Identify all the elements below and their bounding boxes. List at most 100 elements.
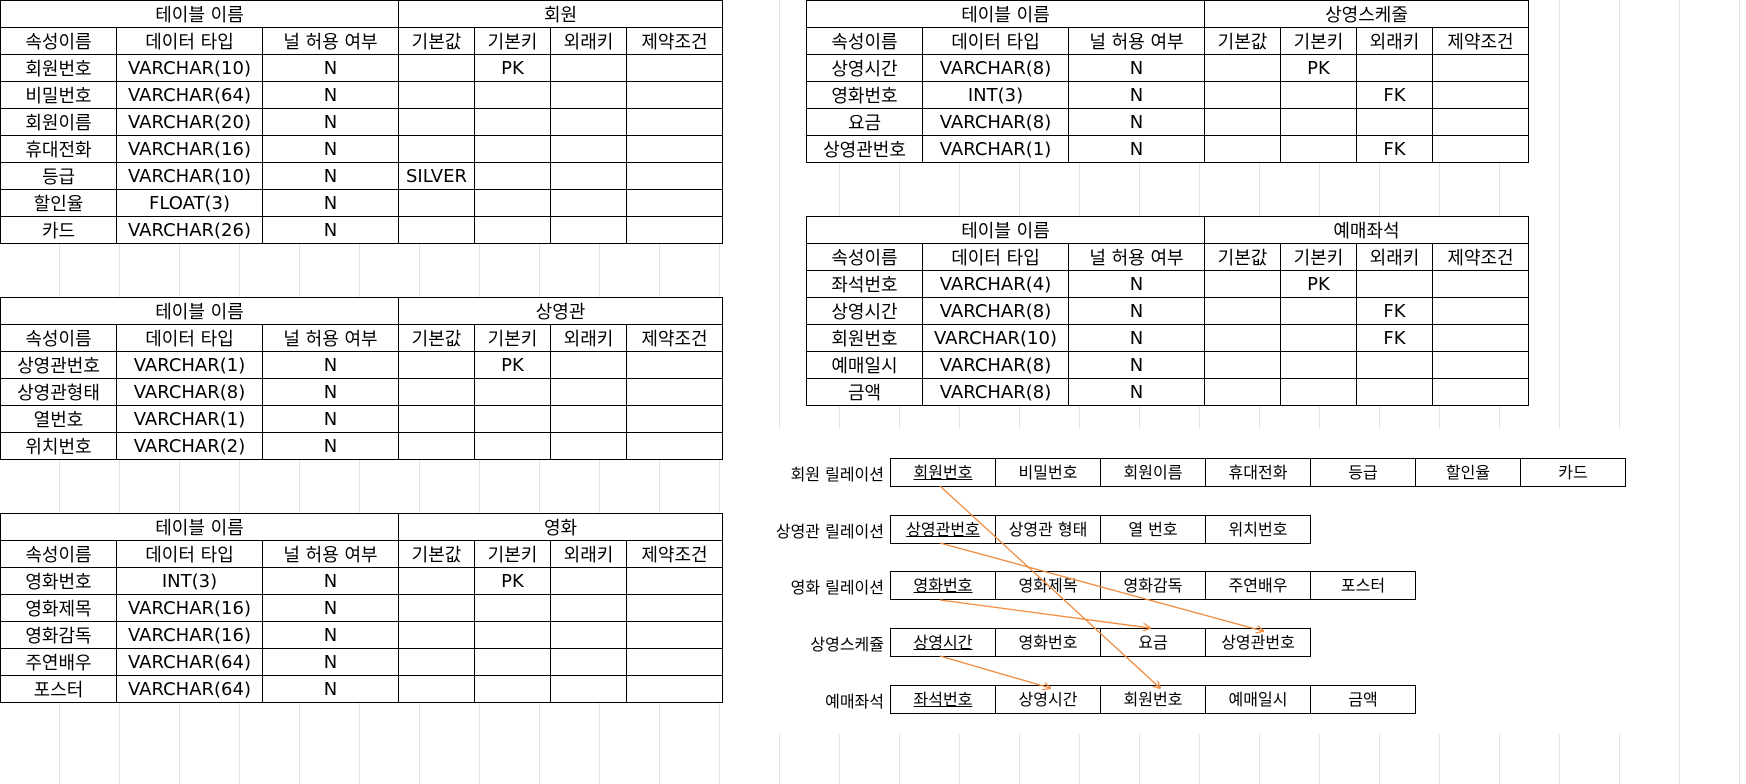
table-cell — [1204, 81, 1281, 109]
table-cell — [1280, 297, 1357, 325]
table-cell: N — [262, 648, 399, 676]
table-cell — [626, 189, 723, 217]
table-row: 금액 VARCHAR(8) N — [806, 378, 1529, 406]
table-cell — [398, 405, 475, 433]
relation-field: 회원번호 — [891, 459, 996, 486]
relation-field: 열 번호 — [1101, 516, 1206, 543]
table-cell: N — [262, 567, 399, 595]
table-cell: 상영시간 — [806, 297, 923, 325]
table-cell — [550, 351, 627, 379]
table-cell — [474, 135, 551, 163]
table-cell — [1204, 54, 1281, 82]
table-cell: FK — [1356, 81, 1433, 109]
table-name-label: 테이블 이름 — [0, 513, 399, 541]
table-cell — [1432, 81, 1529, 109]
table-cell: N — [1068, 108, 1205, 136]
table-row: 주연배우 VARCHAR(64) N — [0, 648, 723, 676]
column-header: 기본값 — [1204, 243, 1281, 271]
relation-field: 회원번호 — [1101, 686, 1206, 713]
table-cell: PK — [474, 351, 551, 379]
column-header: 기본값 — [1204, 27, 1281, 55]
table-header-row: 속성이름 데이터 타입 널 허용 여부 기본값 기본키 외래키 제약조건 — [806, 243, 1529, 271]
table-cell: VARCHAR(16) — [116, 621, 263, 649]
table-row: 등급 VARCHAR(10) N SILVER — [0, 162, 723, 190]
table-cell — [626, 351, 723, 379]
member-schema-table: 테이블 이름 회원 속성이름 데이터 타입 널 허용 여부 기본값 기본키 외래키 제약조건 회원… — [0, 0, 723, 244]
table-cell — [398, 432, 475, 460]
table-name-value: 상영스케줄 — [1204, 0, 1529, 28]
table-cell: VARCHAR(8) — [922, 297, 1069, 325]
table-row: 할인율 FLOAT(3) N — [0, 189, 723, 217]
table-cell: N — [262, 405, 399, 433]
column-header: 기본키 — [474, 27, 551, 55]
table-cell: PK — [1280, 270, 1357, 298]
relation-label-reserve: 예매좌석 — [825, 692, 884, 711]
relation-field: 상영시간 — [891, 629, 996, 656]
table-cell: N — [262, 216, 399, 244]
table-cell: 주연배우 — [0, 648, 117, 676]
relation-field: 상영관 형태 — [996, 516, 1101, 543]
column-header: 기본키 — [1280, 27, 1357, 55]
table-cell — [1204, 270, 1281, 298]
table-cell — [398, 378, 475, 406]
table-row: 좌석번호 VARCHAR(4) N PK — [806, 270, 1529, 298]
table-cell — [474, 648, 551, 676]
table-cell: 카드 — [0, 216, 117, 244]
table-cell: 할인율 — [0, 189, 117, 217]
table-cell — [474, 216, 551, 244]
table-cell: N — [262, 81, 399, 109]
table-title-row: 테이블 이름 영화 — [0, 513, 723, 541]
table-cell: N — [1068, 270, 1205, 298]
table-cell: PK — [474, 54, 551, 82]
table-cell — [550, 135, 627, 163]
table-row: 영화번호 INT(3) N PK — [0, 567, 723, 595]
table-cell — [398, 216, 475, 244]
table-header-row: 속성이름 데이터 타입 널 허용 여부 기본값 기본키 외래키 제약조건 — [806, 27, 1529, 55]
table-cell: FK — [1356, 135, 1433, 163]
table-cell — [1432, 297, 1529, 325]
table-cell — [550, 54, 627, 82]
relation-field: 할인율 — [1416, 459, 1521, 486]
column-header: 외래키 — [1356, 243, 1433, 271]
table-cell — [474, 675, 551, 703]
table-cell — [626, 405, 723, 433]
table-cell: 상영시간 — [806, 54, 923, 82]
table-cell: VARCHAR(16) — [116, 135, 263, 163]
column-header: 속성이름 — [806, 243, 923, 271]
relation-field: 좌석번호 — [891, 686, 996, 713]
table-cell — [626, 135, 723, 163]
table-row: 휴대전화 VARCHAR(16) N — [0, 135, 723, 163]
table-cell — [626, 648, 723, 676]
table-cell: VARCHAR(16) — [116, 594, 263, 622]
relation-field: 상영시간 — [996, 686, 1101, 713]
table-cell: VARCHAR(8) — [922, 351, 1069, 379]
table-cell: VARCHAR(26) — [116, 216, 263, 244]
table-row: 비밀번호 VARCHAR(64) N — [0, 81, 723, 109]
table-cell — [550, 648, 627, 676]
table-cell — [550, 567, 627, 595]
table-cell: VARCHAR(10) — [116, 54, 263, 82]
table-row: 회원번호 VARCHAR(10) N FK — [806, 324, 1529, 352]
relation-row-reserve: 좌석번호 상영시간 회원번호 예매일시 금액 — [890, 685, 1416, 714]
table-cell — [550, 594, 627, 622]
table-cell: N — [1068, 54, 1205, 82]
table-cell — [1280, 81, 1357, 109]
column-header: 속성이름 — [806, 27, 923, 55]
table-cell — [474, 189, 551, 217]
table-cell: SILVER — [398, 162, 475, 190]
relation-field: 영화번호 — [891, 572, 996, 599]
column-header: 제약조건 — [626, 27, 723, 55]
table-cell — [1356, 54, 1433, 82]
table-row: 상영관번호 VARCHAR(1) N FK — [806, 135, 1529, 163]
table-cell: 예매일시 — [806, 351, 923, 379]
table-cell — [550, 405, 627, 433]
table-name-value: 영화 — [398, 513, 723, 541]
table-cell — [474, 621, 551, 649]
reserve-schema-table: 테이블 이름 예매좌석 속성이름 데이터 타입 널 허용 여부 기본값 기본키 외래키 제약조건… — [806, 216, 1529, 406]
table-cell — [474, 405, 551, 433]
table-cell — [474, 432, 551, 460]
table-cell — [1204, 108, 1281, 136]
table-cell — [1204, 135, 1281, 163]
relation-row-screen: 상영관번호 상영관 형태 열 번호 위치번호 — [890, 515, 1311, 544]
table-cell — [474, 81, 551, 109]
